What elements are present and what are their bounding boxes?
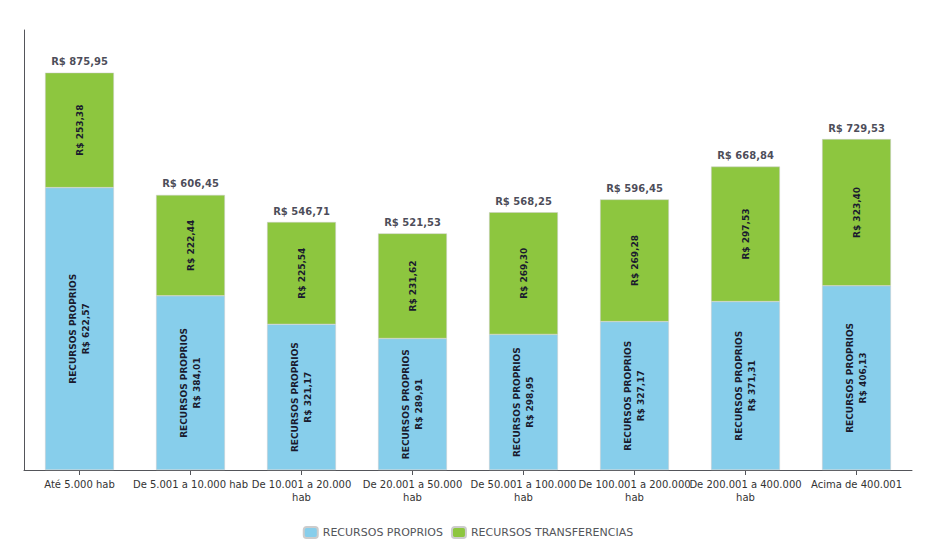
svg-text:R$ 875,95: R$ 875,95 [51, 56, 108, 67]
svg-text:R$ 253,38: R$ 253,38 [75, 105, 85, 156]
svg-text:R$ 568,25: R$ 568,25 [495, 196, 552, 207]
svg-text:R$ 269,28: R$ 269,28 [630, 235, 640, 286]
svg-text:R$ 406,13: R$ 406,13 [858, 352, 868, 403]
svg-text:RECURSOS PROPRIOS: RECURSOS PROPRIOS [401, 349, 411, 459]
svg-text:R$ 371,31: R$ 371,31 [747, 360, 757, 411]
svg-text:R$ 622,57: R$ 622,57 [81, 303, 91, 354]
svg-text:RECURSOS PROPRIOS: RECURSOS PROPRIOS [845, 323, 855, 433]
svg-text:R$ 546,71: R$ 546,71 [273, 206, 330, 217]
svg-text:R$ 289,91: R$ 289,91 [414, 379, 424, 430]
svg-text:De 20.001 a 50.000: De 20.001 a 50.000 [363, 479, 463, 490]
svg-text:R$ 596,45: R$ 596,45 [606, 183, 663, 194]
svg-text:R$ 297,53: R$ 297,53 [741, 209, 751, 260]
svg-text:R$ 222,44: R$ 222,44 [186, 220, 196, 271]
svg-text:De 5.001 a 10.000 hab: De 5.001 a 10.000 hab [133, 479, 248, 490]
svg-text:hab: hab [625, 492, 644, 503]
svg-text:Acima de 400.001: Acima de 400.001 [811, 479, 902, 490]
svg-text:RECURSOS PROPRIOS: RECURSOS PROPRIOS [623, 341, 633, 451]
svg-text:Até 5.000 hab: Até 5.000 hab [44, 479, 115, 490]
svg-text:De 10.001 a 20.000: De 10.001 a 20.000 [252, 479, 352, 490]
svg-text:R$ 298,95: R$ 298,95 [525, 377, 535, 428]
svg-text:RECURSOS PROPRIOS: RECURSOS PROPRIOS [290, 342, 300, 452]
svg-text:RECURSOS PROPRIOS: RECURSOS PROPRIOS [179, 328, 189, 438]
svg-text:hab: hab [403, 492, 422, 503]
svg-text:R$ 606,45: R$ 606,45 [162, 178, 219, 189]
svg-text:De 50.001 a 100.000: De 50.001 a 100.000 [471, 479, 577, 490]
svg-text:R$ 321,17: R$ 321,17 [303, 372, 313, 423]
svg-text:De 100.001 a 200.000: De 100.001 a 200.000 [578, 479, 690, 490]
svg-text:RECURSOS PROPRIOS: RECURSOS PROPRIOS [68, 274, 78, 384]
svg-text:hab: hab [514, 492, 533, 503]
svg-text:R$ 327,17: R$ 327,17 [636, 370, 646, 421]
svg-text:R$ 384,01: R$ 384,01 [192, 357, 202, 408]
svg-text:RECURSOS PROPRIOS: RECURSOS PROPRIOS [512, 347, 522, 457]
svg-text:RECURSOS PROPRIOS: RECURSOS PROPRIOS [323, 526, 443, 539]
svg-text:R$ 521,53: R$ 521,53 [384, 217, 441, 228]
svg-text:R$ 323,40: R$ 323,40 [852, 187, 862, 238]
svg-text:De 200.001 a 400.000: De 200.001 a 400.000 [689, 479, 801, 490]
svg-text:R$ 668,84: R$ 668,84 [717, 150, 774, 161]
svg-text:hab: hab [736, 492, 755, 503]
svg-text:RECURSOS PROPRIOS: RECURSOS PROPRIOS [734, 331, 744, 441]
svg-text:R$ 729,53: R$ 729,53 [828, 123, 885, 134]
svg-text:R$ 225,54: R$ 225,54 [297, 248, 307, 299]
svg-text:RECURSOS TRANSFERENCIAS: RECURSOS TRANSFERENCIAS [471, 526, 633, 539]
svg-text:hab: hab [292, 492, 311, 503]
svg-text:R$ 269,30: R$ 269,30 [519, 248, 529, 299]
svg-text:R$ 231,62: R$ 231,62 [408, 260, 418, 311]
